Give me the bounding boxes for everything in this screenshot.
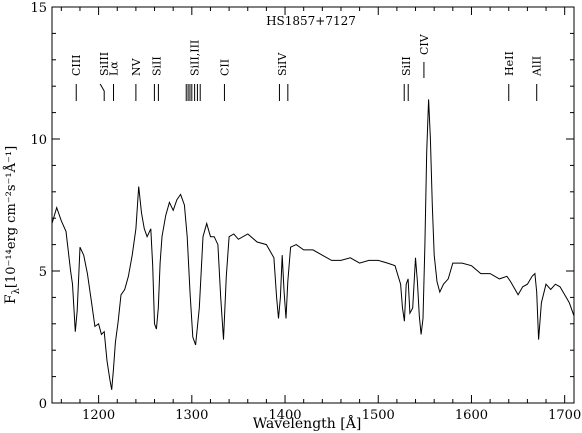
line-id-label: CII xyxy=(218,59,231,76)
y-tick-label: 10 xyxy=(30,133,47,148)
y-tick-label: 0 xyxy=(39,397,47,412)
line-id-label: SiII xyxy=(150,56,163,76)
spectrum-series-line xyxy=(51,99,575,390)
x-tick-label: 1600 xyxy=(455,408,488,423)
line-id-label: CIV xyxy=(418,33,431,55)
line-id-label: SiIV xyxy=(276,52,289,76)
x-tick-label: 1300 xyxy=(175,408,208,423)
y-axis-symbol: F xyxy=(3,294,19,304)
x-tick-label: 1400 xyxy=(268,408,301,423)
y-tick-label: 15 xyxy=(30,1,47,16)
y-axis-title: Fλ[10⁻¹⁴erg cm⁻²s⁻¹Å⁻¹] xyxy=(3,146,22,304)
line-id-label: Lα xyxy=(108,61,121,76)
line-id-label: AlII xyxy=(531,56,544,77)
x-tick-label: 1200 xyxy=(82,408,115,423)
chart-title: HS1857+7127 xyxy=(266,14,356,28)
x-tick-label: 1700 xyxy=(548,408,581,423)
line-id-label: NV xyxy=(130,57,143,76)
tick-labels: 1200 1300 1400 1500 1600 1700 0 5 10 15 xyxy=(30,1,581,423)
y-axis-unit: [10⁻¹⁴erg cm⁻²s⁻¹Å⁻¹] xyxy=(3,146,19,288)
x-axis-title: Wavelength [Å] xyxy=(253,414,362,432)
axis-ticks xyxy=(52,6,574,404)
line-id-tick xyxy=(99,83,105,101)
line-id-label: SiII,III xyxy=(189,40,202,76)
line-id-label: HeII xyxy=(503,51,516,76)
line-id-label: CIII xyxy=(70,55,83,76)
line-id-label: SiII xyxy=(400,56,413,76)
y-axis-subscript: λ xyxy=(11,287,22,294)
y-tick-label: 5 xyxy=(39,265,47,280)
plot-frame xyxy=(51,6,575,404)
x-tick-label: 1500 xyxy=(362,408,395,423)
svg-text:Fλ[10⁻¹⁴erg cm⁻²s⁻¹Å⁻¹]: Fλ[10⁻¹⁴erg cm⁻²s⁻¹Å⁻¹] xyxy=(3,146,22,304)
line-id-label: SiIII xyxy=(98,52,111,76)
